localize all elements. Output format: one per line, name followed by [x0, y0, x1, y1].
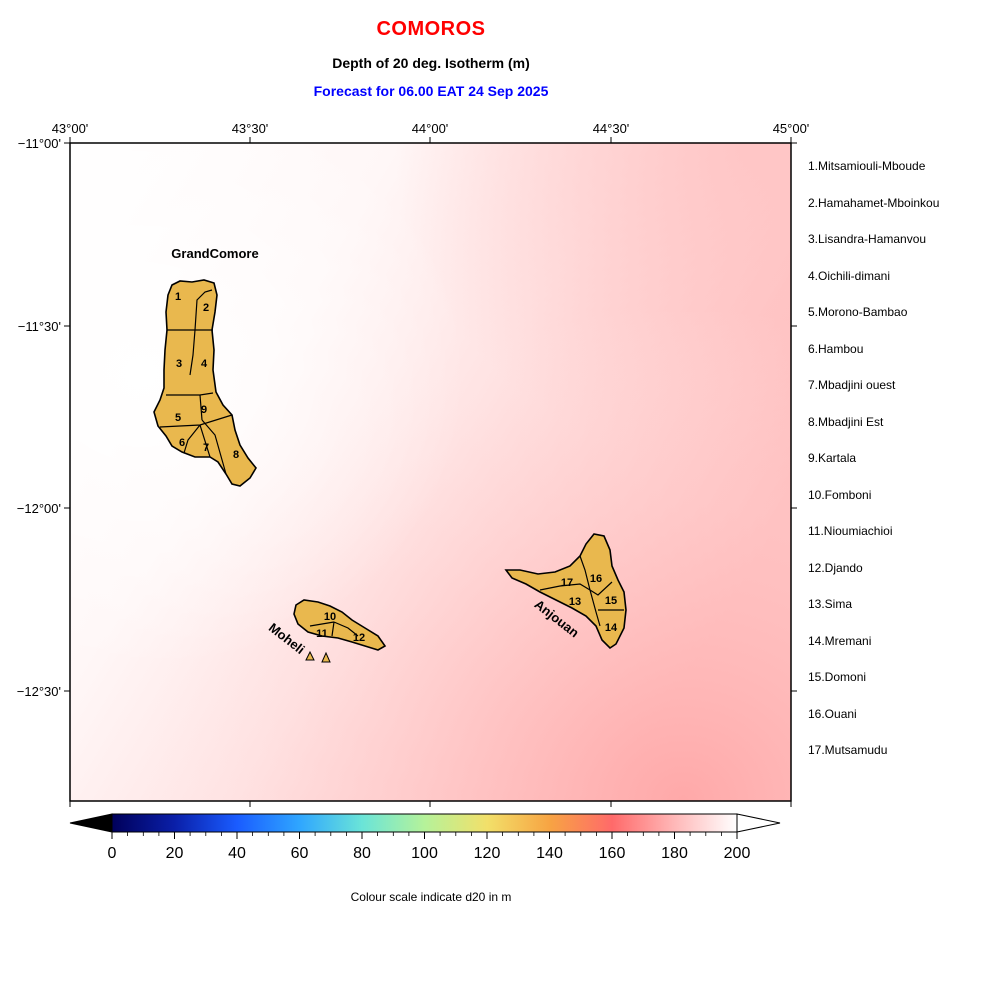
colorbar — [69, 813, 781, 839]
colorbar-tick-label: 100 — [411, 845, 438, 862]
region-number: 16 — [590, 573, 602, 585]
left-tick-label: −11°00' — [18, 136, 61, 151]
legend-item: 16.Ouani — [808, 706, 857, 721]
region-number: 14 — [605, 622, 618, 634]
region-number: 12 — [353, 632, 365, 644]
region-number: 6 — [179, 437, 185, 449]
island-grand-comore — [153, 279, 257, 487]
region-number: 5 — [175, 412, 181, 424]
region-number: 9 — [201, 404, 207, 416]
region-number: 8 — [233, 449, 239, 461]
legend-item: 8.Mbadjini Est — [808, 414, 884, 429]
colorbar-caption: Colour scale indicate d20 in m — [350, 890, 512, 904]
bottom-axis — [69, 801, 792, 807]
legend-item: 7.Mbadjini ouest — [808, 378, 896, 392]
legend-item: 6.Hambou — [808, 341, 864, 356]
region-number: 2 — [203, 302, 209, 314]
region-number: 4 — [201, 358, 208, 370]
right-axis — [791, 142, 797, 692]
top-tick-label: 45°00' — [773, 121, 810, 136]
region-number: 7 — [203, 442, 209, 454]
colorbar-tick-label: 40 — [228, 845, 246, 862]
legend-item: 3.Lisandra-Hamanvou — [808, 232, 927, 246]
island-moheli — [293, 599, 387, 663]
colorbar-tick-label: 120 — [474, 845, 501, 862]
legend-item: 12.Djando — [808, 560, 863, 575]
legend-item: 13.Sima — [808, 597, 853, 611]
colorbar-tick-label: 200 — [724, 845, 751, 862]
colorbar-tick-label: 80 — [353, 845, 371, 862]
left-tick-label: −11°30' — [18, 319, 61, 334]
legend-item: 15.Domoni — [808, 670, 867, 684]
legend-item: 1.Mitsamiouli-Mboude — [808, 159, 926, 173]
map-title: COMOROS — [376, 18, 486, 40]
legend-item: 14.Mremani — [808, 633, 872, 648]
region-number: 10 — [324, 611, 336, 623]
legend-item: 10.Fomboni — [808, 487, 872, 502]
legend-item: 11.Nioumiachioi — [808, 524, 893, 538]
legend-item: 5.Morono-Bambao — [808, 305, 908, 319]
region-number: 13 — [569, 596, 581, 608]
colorbar-tick-label: 160 — [599, 845, 626, 862]
top-tick-label: 43°30' — [232, 121, 269, 136]
sea-field — [70, 143, 791, 801]
colorbar-tick-label: 20 — [166, 845, 184, 862]
legend-item: 9.Kartala — [808, 451, 857, 465]
top-axis — [69, 137, 792, 143]
island-name-grand-comore: GrandComore — [171, 246, 258, 261]
colorbar-tick-label: 140 — [536, 845, 563, 862]
region-number: 3 — [176, 358, 182, 370]
legend-item: 17.Mutsamudu — [808, 743, 888, 757]
map-subtitle: Depth of 20 deg. Isotherm (m) — [332, 55, 530, 71]
region-number: 11 — [316, 628, 328, 640]
left-tick-label: −12°30' — [17, 684, 61, 699]
region-number: 17 — [561, 577, 573, 589]
top-tick-label: 44°30' — [593, 121, 630, 136]
region-number: 1 — [175, 291, 181, 303]
region-number: 15 — [605, 595, 617, 607]
colorbar-tick-label: 180 — [661, 845, 688, 862]
top-tick-label: 44°00' — [412, 121, 449, 136]
island-anjouan — [504, 533, 627, 650]
colorbar-tick-label: 60 — [291, 845, 309, 862]
left-axis — [64, 142, 70, 692]
region-legend: 1.Mitsamiouli-Mboude 2.Hamahamet-Mboinko… — [808, 158, 998, 779]
left-tick-label: −12°00' — [17, 501, 61, 516]
legend-item: 2.Hamahamet-Mboinkou — [808, 195, 940, 210]
legend-item: 4.Oichili-dimani — [808, 268, 891, 283]
top-tick-label: 43°00' — [52, 121, 89, 136]
forecast-time: Forecast for 06.00 EAT 24 Sep 2025 — [313, 83, 549, 99]
colorbar-tick-label: 0 — [108, 845, 117, 862]
